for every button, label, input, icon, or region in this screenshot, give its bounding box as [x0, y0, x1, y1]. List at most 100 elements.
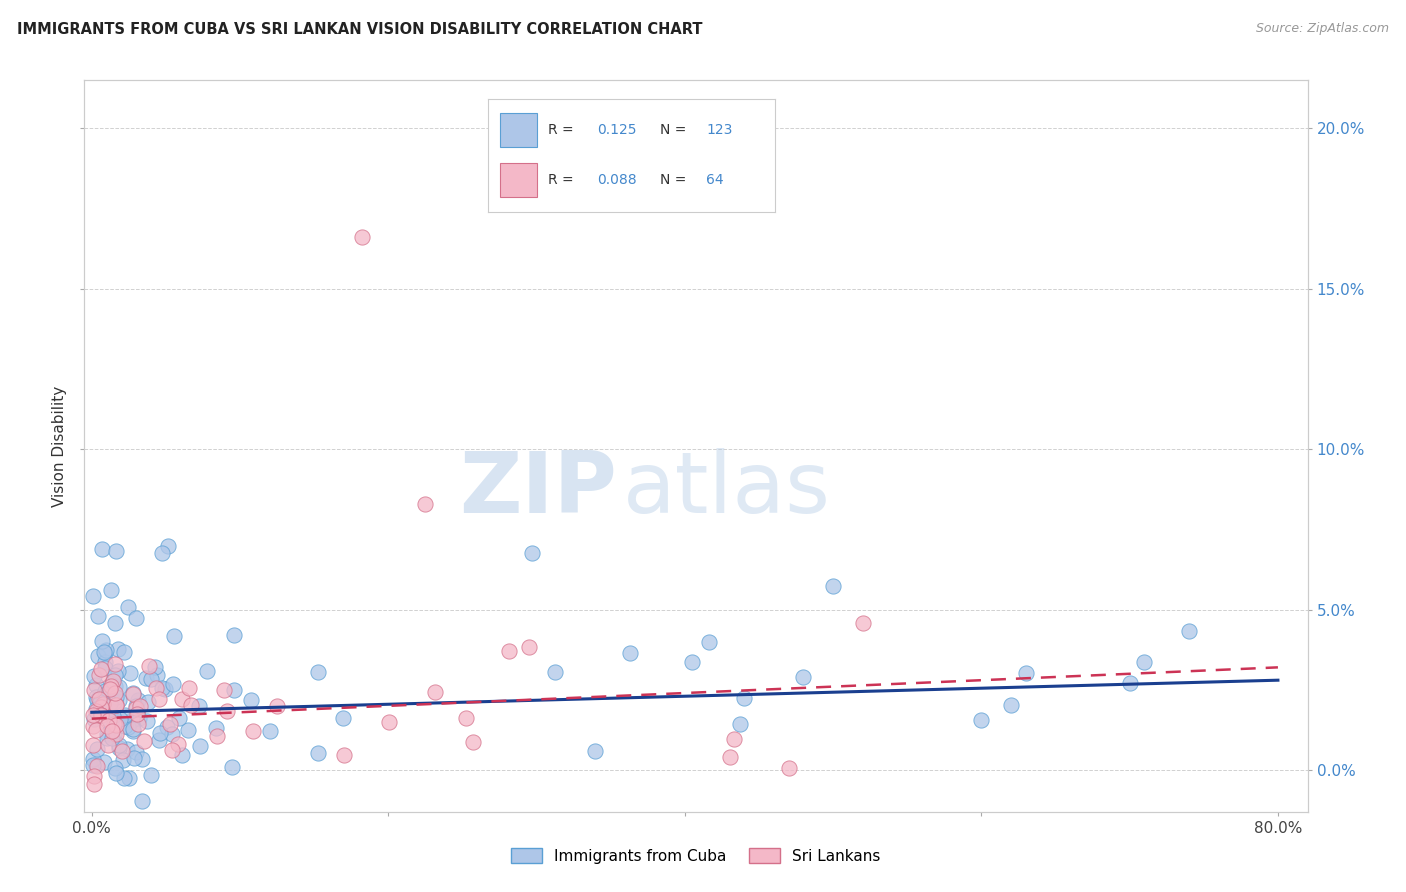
Point: [98, 681, 121, 696]
Point: [104, 690, 127, 704]
Point: [1133, 656, 1156, 670]
Point: [101, 708, 124, 723]
Point: [128, 711, 150, 725]
Point: [1118, 675, 1140, 690]
Point: [103, 728, 125, 742]
Point: [163, 629, 186, 643]
Point: [823, 579, 845, 593]
Point: [778, 761, 800, 775]
Point: [205, 721, 228, 735]
Point: [98, 696, 121, 710]
Point: [104, 657, 127, 671]
Point: [522, 546, 544, 560]
Point: [86, 741, 108, 756]
Point: [82, 589, 104, 603]
Point: [124, 611, 146, 625]
Point: [107, 740, 129, 755]
Text: ZIP: ZIP: [458, 449, 616, 532]
Point: [122, 724, 145, 739]
Point: [1000, 698, 1022, 713]
Point: [127, 716, 149, 731]
Point: [583, 744, 606, 758]
Point: [90, 661, 112, 675]
Point: [112, 771, 135, 785]
Point: [156, 539, 179, 553]
Point: [94, 686, 117, 700]
Point: [681, 655, 703, 669]
Point: [135, 671, 157, 685]
Point: [307, 665, 329, 680]
Point: [112, 753, 135, 767]
Point: [84, 702, 107, 716]
Point: [148, 691, 170, 706]
Point: [101, 675, 124, 690]
Point: [105, 766, 128, 780]
Point: [96, 726, 118, 740]
Point: [100, 717, 122, 731]
Point: [259, 724, 281, 739]
Point: [730, 717, 752, 731]
Point: [108, 693, 131, 707]
Point: [108, 712, 131, 726]
Point: [180, 698, 202, 713]
Point: [456, 711, 478, 725]
Y-axis label: Vision Disability: Vision Disability: [52, 385, 67, 507]
Point: [162, 677, 184, 691]
Point: [543, 665, 565, 679]
Point: [97, 713, 120, 727]
Point: [83, 668, 105, 682]
Point: [221, 759, 243, 773]
Point: [83, 777, 105, 791]
Point: [141, 672, 163, 686]
Point: [84, 690, 107, 705]
Point: [117, 599, 139, 614]
Text: IMMIGRANTS FROM CUBA VS SRI LANKAN VISION DISABILITY CORRELATION CHART: IMMIGRANTS FROM CUBA VS SRI LANKAN VISIO…: [17, 22, 703, 37]
Point: [100, 679, 122, 693]
Point: [136, 714, 159, 729]
Point: [172, 692, 194, 706]
Point: [104, 727, 127, 741]
Point: [89, 695, 111, 709]
Point: [90, 708, 112, 723]
Point: [517, 640, 540, 654]
Point: [207, 729, 229, 743]
Point: [333, 748, 356, 763]
Point: [146, 668, 169, 682]
Point: [103, 717, 125, 731]
Point: [114, 707, 136, 722]
Point: [115, 718, 138, 732]
Point: [91, 634, 114, 648]
Point: [93, 644, 115, 658]
Point: [84, 757, 107, 772]
Point: [122, 685, 145, 699]
Point: [103, 695, 125, 709]
Point: [101, 723, 124, 738]
Point: [104, 698, 127, 713]
Point: [195, 665, 218, 679]
Point: [148, 733, 170, 747]
Point: [461, 735, 484, 749]
Point: [108, 738, 131, 752]
Point: [852, 616, 875, 631]
Point: [125, 707, 148, 722]
Point: [378, 714, 401, 729]
Point: [87, 609, 110, 624]
Point: [104, 761, 127, 775]
Point: [152, 681, 174, 696]
Point: [98, 703, 121, 717]
Point: [83, 768, 105, 782]
Point: [266, 698, 288, 713]
Point: [153, 681, 176, 696]
Point: [104, 668, 127, 682]
Point: [792, 670, 814, 684]
Point: [94, 643, 117, 657]
Point: [149, 726, 172, 740]
Point: [94, 646, 117, 660]
Point: [122, 722, 145, 736]
Point: [212, 682, 235, 697]
Point: [86, 648, 108, 663]
Point: [159, 717, 181, 731]
Point: [131, 752, 153, 766]
Point: [90, 708, 112, 723]
Point: [156, 720, 179, 734]
